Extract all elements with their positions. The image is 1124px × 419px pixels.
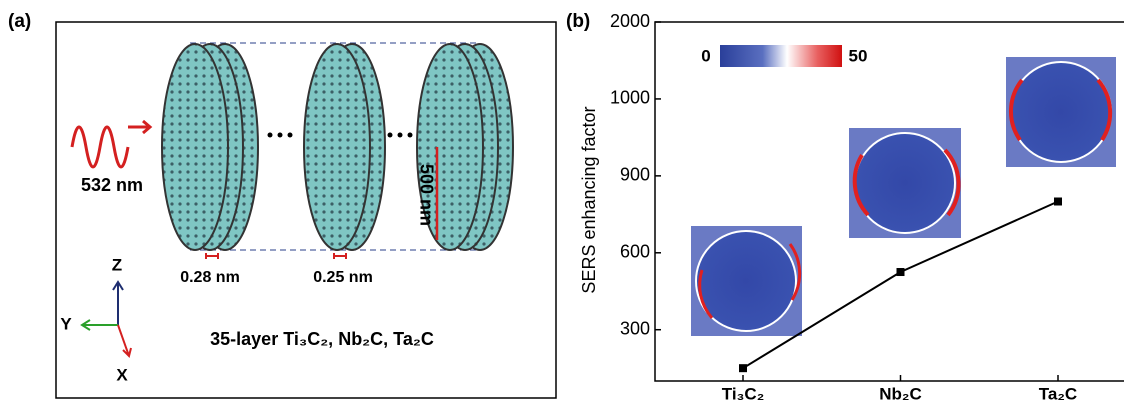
colorbar-label: 50: [849, 46, 868, 65]
colorbar: [720, 45, 842, 67]
field-map: [849, 128, 961, 238]
chart: SERS enhancing factor 0 50 300 600 900 1000…: [579, 11, 1124, 404]
panel-label: (b): [566, 11, 590, 32]
y-tick-label: 300: [620, 318, 650, 338]
field-map: [691, 226, 802, 336]
data-point: [739, 364, 747, 372]
axis-label: Z: [112, 255, 122, 274]
gap-marker: [206, 253, 218, 259]
x-tick-label: Ta₂C: [1039, 384, 1077, 403]
y-tick-label: 2000: [610, 11, 650, 31]
figure: (a) (b) 532 nm 500 nm 0.28 nm: [0, 0, 1124, 414]
axis-label: Y: [60, 314, 72, 333]
x-tick-label: Ti₃C₂: [722, 384, 765, 403]
field-map: [1006, 57, 1116, 167]
gap-marker: [334, 253, 346, 259]
gap-label: 0.25 nm: [313, 269, 373, 286]
layer-stack: [162, 44, 258, 250]
data-point: [897, 268, 905, 276]
diagram: 532 nm 500 nm 0.28 nm 0.25 nm Z Y X 35-l…: [56, 22, 556, 398]
y-tick-label: 900: [620, 165, 650, 185]
x-tick-label: Nb₂C: [879, 384, 922, 403]
light-arrow: [128, 121, 150, 133]
light-wave: [72, 127, 128, 167]
diameter-label: 500 nm: [416, 164, 436, 226]
axis-arrow: [82, 320, 118, 330]
y-tick-label: 600: [620, 242, 650, 262]
y-tick-label: 1000: [610, 88, 650, 108]
colorbar-label: 0: [701, 46, 710, 65]
y-axis-label: SERS enhancing factor: [579, 106, 599, 293]
axis-arrow: [113, 282, 123, 325]
caption: 35-layer Ti₃C₂, Nb₂C, Ta₂C: [210, 329, 434, 349]
gap-label: 0.28 nm: [180, 269, 240, 286]
layer-stack: [304, 44, 385, 250]
data-point: [1054, 198, 1062, 206]
axis-label: X: [116, 365, 128, 384]
panel-label: (a): [8, 11, 31, 32]
axis-arrow: [118, 325, 131, 356]
wavelength-label: 532 nm: [81, 175, 143, 195]
